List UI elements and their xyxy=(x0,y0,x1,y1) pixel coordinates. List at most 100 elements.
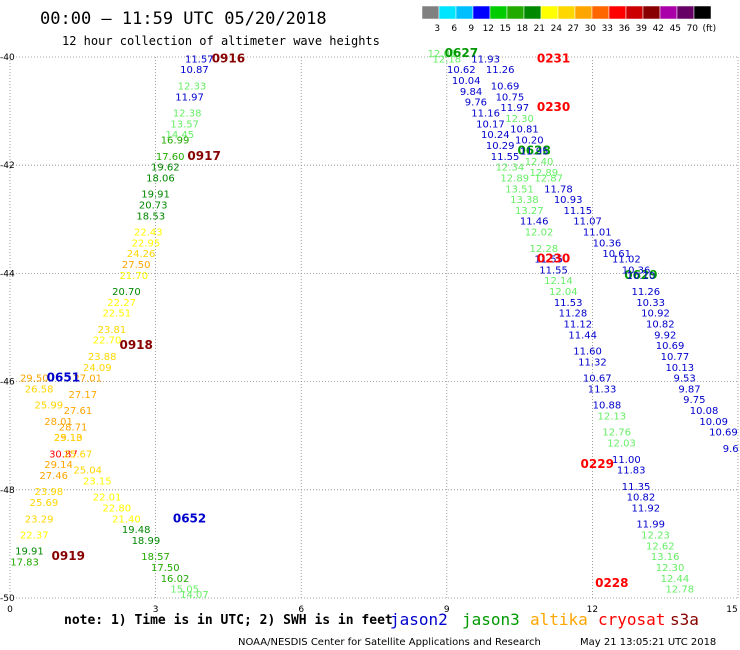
x-tick-label: 0 xyxy=(7,605,13,615)
swh-value-jason3: 12.62 xyxy=(646,541,675,552)
swh-value-jason3: 11.92 xyxy=(631,503,660,514)
swh-value-jason3: 13.16 xyxy=(651,552,680,563)
colorbar-label: 27 xyxy=(568,24,579,34)
colorbar-swatch xyxy=(523,5,542,20)
swh-value-s3a: 25.69 xyxy=(30,498,59,509)
swh-value-s3a: 18.53 xyxy=(136,211,165,222)
swh-value-s3a: 30.87 xyxy=(49,449,78,460)
colorbar-swatch xyxy=(421,5,440,20)
swh-value-s3a: 27.17 xyxy=(68,390,97,401)
x-tick-label: 3 xyxy=(153,605,159,615)
swh-value-cryosat: 10.20 xyxy=(515,136,544,147)
swh-value-cryosat: 9.6 xyxy=(723,444,739,455)
swh-value-jason2: 25.04 xyxy=(73,466,102,477)
swh-value-cryosat: 11.02 xyxy=(612,255,641,266)
swh-value-jason3: 12.34 xyxy=(496,163,525,174)
swh-value-cryosat: 10.92 xyxy=(641,309,670,320)
swh-value-jason2: 25.99 xyxy=(35,401,64,412)
colorbar-swatch xyxy=(472,5,491,20)
y-tick-label: -42 xyxy=(0,161,15,171)
swh-value-jason3: 11.00 xyxy=(612,455,641,466)
swh-value-cryosat: 12.30 xyxy=(505,114,534,125)
colorbar-label: 30 xyxy=(585,24,597,34)
swh-value-cryosat: 11.78 xyxy=(544,184,573,195)
swh-value-cryosat: 11.01 xyxy=(583,228,612,239)
swh-value-cryosat: 11.07 xyxy=(573,217,602,228)
swh-value-s3a: 22.27 xyxy=(107,298,136,309)
legend-s3a: s3a xyxy=(670,610,699,629)
swh-value-cryosat: 9.87 xyxy=(678,384,700,395)
x-tick-label: 6 xyxy=(298,605,304,615)
footer-note: note: 1) Time is in UTC; 2) SWH is in fe… xyxy=(64,613,393,628)
swh-value-jason3: 11.55 xyxy=(534,255,563,266)
swh-value-s3a: 29.14 xyxy=(44,460,73,471)
pass-time-s3a: 0918 xyxy=(119,338,152,352)
swh-value-jason2: 17.50 xyxy=(151,563,180,574)
swh-value-s3a: 22.70 xyxy=(93,336,122,347)
swh-value-cryosat: 11.95 xyxy=(520,146,549,157)
colorbar-label: 21 xyxy=(534,24,545,34)
swh-value-cryosat: 9.53 xyxy=(673,374,695,385)
colorbar-swatch xyxy=(438,5,457,20)
chart-subtitle: 12 hour collection of altimeter wave hei… xyxy=(62,34,380,48)
swh-value-cryosat: 10.69 xyxy=(709,428,738,439)
swh-value-cryosat: 10.69 xyxy=(656,341,685,352)
swh-value-s3a: 11.57 xyxy=(185,54,214,65)
swh-value-cryosat: 11.93 xyxy=(471,54,500,65)
colorbar-swatch xyxy=(506,5,525,20)
footer-timestamp: May 21 13:05:21 UTC 2018 xyxy=(580,637,716,648)
pass-time-cryosat: 0230 xyxy=(537,100,570,114)
swh-value-cryosat: 11.26 xyxy=(486,65,515,76)
y-tick-label: -40 xyxy=(0,53,15,63)
swh-value-s3a: 23.81 xyxy=(98,325,127,336)
swh-value-cryosat: 10.93 xyxy=(554,195,583,206)
swh-value-s3a: 22.43 xyxy=(134,228,163,239)
swh-value-jason3: 11.33 xyxy=(588,384,617,395)
data-marks: 11.5710.8712.3311.9712.3813.5714.4516.99… xyxy=(10,46,738,601)
swh-value-jason3: 10.04 xyxy=(452,76,481,87)
swh-value-jason2: 21.40 xyxy=(112,514,141,525)
footer-credit: NOAA/NESDIS Center for Satellite Applica… xyxy=(238,637,541,648)
swh-value-jason2: 29.50 xyxy=(20,374,49,385)
colorbar-swatch xyxy=(676,5,695,20)
y-tick-label: -50 xyxy=(0,594,15,604)
colorbar-swatch xyxy=(455,5,474,20)
swh-value-s3a: 22.51 xyxy=(102,309,131,320)
pass-time-jason2: 0651 xyxy=(47,371,80,385)
swh-value-jason3: 11.32 xyxy=(578,357,607,368)
swh-value-cryosat: 10.33 xyxy=(636,298,665,309)
y-tick-label: -46 xyxy=(0,378,15,388)
pass-time-s3a: 0916 xyxy=(212,51,245,65)
pass-time-s3a: 0919 xyxy=(52,549,85,563)
colorbar-swatch xyxy=(625,5,644,20)
swh-value-s3a: 24.26 xyxy=(127,249,156,260)
colorbar-swatch xyxy=(591,5,610,20)
swh-value-cryosat: 11.15 xyxy=(564,206,593,217)
swh-value-cryosat: 10.75 xyxy=(496,92,525,103)
swh-value-cryosat: 10.08 xyxy=(690,406,719,417)
satellite-legend: jason2 jason3 altika cryosat s3a xyxy=(390,610,699,629)
swh-value-jason3: 10.67 xyxy=(583,374,612,385)
swh-value-s3a: 22.95 xyxy=(132,238,161,249)
swh-value-cryosat: 10.77 xyxy=(661,352,690,363)
swh-value-jason3: 11.55 xyxy=(491,152,520,163)
swh-value-jason3: 12.01 xyxy=(428,49,457,60)
swh-value-s3a: 29.13 xyxy=(54,433,83,444)
swh-value-cryosat: 11.97 xyxy=(500,103,529,114)
colorbar-label: 9 xyxy=(468,24,474,34)
swh-value-cryosat: 11.26 xyxy=(631,287,660,298)
swh-value-s3a: 27.46 xyxy=(39,471,68,482)
swh-value-s3a: 24.09 xyxy=(83,363,112,374)
swh-value-s3a: 23.98 xyxy=(35,487,64,498)
chart-title: 00:00 – 11:59 UTC 05/20/2018 xyxy=(40,9,327,29)
swh-value-jason3: 11.16 xyxy=(471,109,500,120)
swh-value-cryosat: 12.40 xyxy=(525,157,554,168)
swh-value-jason2: 28.01 xyxy=(44,417,73,428)
swh-value-s3a: 22.37 xyxy=(20,530,49,541)
legend-jason2: jason2 xyxy=(390,610,448,629)
swh-value-cryosat: 10.10 xyxy=(627,271,656,282)
swh-value-cryosat: 10.36 xyxy=(622,265,651,276)
swh-value-jason3: 12.30 xyxy=(656,563,685,574)
swh-value-cryosat: 10.09 xyxy=(699,417,728,428)
